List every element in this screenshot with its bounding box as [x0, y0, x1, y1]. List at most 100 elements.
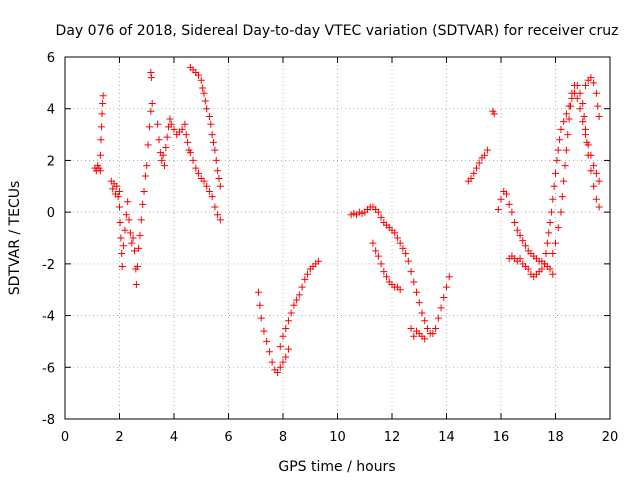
data-point — [116, 203, 123, 211]
data-point — [421, 317, 429, 325]
data-point — [141, 172, 149, 180]
x-tick-label: 16 — [493, 430, 510, 445]
data-point — [113, 182, 121, 190]
data-point — [284, 317, 292, 325]
data-point — [256, 301, 264, 309]
data-point — [522, 242, 530, 250]
data-point — [380, 268, 388, 276]
data-point — [508, 208, 516, 216]
data-point — [117, 234, 125, 242]
data-point — [434, 314, 442, 322]
data-point — [148, 100, 156, 108]
y-tick-label: 2 — [47, 154, 55, 169]
data-point — [276, 343, 284, 351]
data-point — [418, 309, 426, 317]
data-point — [158, 156, 166, 164]
x-tick-label: 2 — [115, 430, 123, 445]
data-point — [519, 237, 527, 245]
data-point — [590, 162, 598, 170]
data-point — [545, 229, 553, 237]
data-point — [145, 123, 153, 131]
data-point — [592, 89, 600, 97]
data-point — [199, 84, 207, 92]
data-point — [210, 138, 218, 146]
data-point — [538, 265, 546, 273]
data-point — [579, 100, 587, 108]
data-point — [562, 146, 570, 154]
data-point — [502, 190, 510, 198]
data-point — [147, 69, 155, 77]
x-tick-label: 18 — [547, 430, 564, 445]
data-point — [189, 156, 197, 164]
data-point — [282, 353, 290, 361]
data-point — [298, 283, 306, 291]
data-point — [592, 195, 600, 203]
data-point — [207, 120, 215, 128]
data-point — [125, 216, 133, 224]
data-point — [214, 211, 222, 219]
data-point — [216, 216, 224, 224]
data-point — [550, 182, 558, 190]
data-point — [211, 146, 219, 154]
data-point — [429, 330, 437, 338]
y-tick-label: -8 — [42, 413, 55, 428]
data-point — [132, 281, 140, 289]
data-point — [415, 299, 423, 307]
data-point — [201, 97, 209, 105]
data-point — [120, 242, 128, 250]
data-point — [440, 293, 448, 301]
data-point — [129, 234, 137, 242]
data-point — [121, 226, 129, 234]
data-point — [287, 309, 295, 317]
data-point — [391, 229, 399, 237]
data-point — [547, 208, 555, 216]
data-point — [197, 76, 205, 84]
data-point — [144, 141, 152, 149]
data-point — [265, 348, 273, 356]
data-point — [490, 110, 498, 118]
y-tick-label: -2 — [42, 258, 55, 273]
data-point — [557, 208, 565, 216]
data-point — [195, 71, 203, 79]
data-point — [137, 216, 145, 224]
data-point — [263, 337, 271, 345]
data-point — [254, 288, 262, 296]
data-point — [399, 244, 407, 252]
data-point — [546, 218, 554, 226]
data-point — [186, 149, 194, 157]
x-tick-label: 14 — [438, 430, 455, 445]
data-point — [314, 257, 322, 265]
data-point — [195, 169, 203, 177]
plot-frame — [64, 56, 611, 420]
y-tick-label: -4 — [42, 310, 55, 325]
y-tick-label: 4 — [47, 103, 55, 118]
data-point — [560, 118, 568, 126]
data-point — [203, 105, 211, 113]
data-point — [211, 203, 219, 211]
data-point — [595, 177, 603, 185]
data-point — [147, 107, 155, 115]
data-point — [516, 231, 524, 239]
data-point — [587, 74, 595, 82]
x-tick-label: 12 — [384, 430, 401, 445]
data-point — [377, 213, 385, 221]
data-point — [432, 325, 440, 332]
data-point — [293, 296, 301, 304]
data-point — [562, 110, 570, 118]
data-point — [139, 200, 147, 208]
data-point — [372, 247, 380, 255]
data-point — [304, 270, 312, 278]
data-point — [181, 120, 189, 128]
data-point — [524, 265, 532, 273]
data-point — [552, 169, 559, 177]
data-point — [590, 79, 598, 87]
data-point — [561, 162, 569, 170]
data-point — [595, 112, 603, 120]
data-point — [581, 81, 589, 89]
data-point — [215, 175, 223, 183]
data-point — [130, 247, 138, 255]
data-point — [212, 156, 220, 164]
data-point — [573, 81, 581, 89]
data-point — [568, 89, 576, 97]
data-point — [580, 112, 588, 120]
